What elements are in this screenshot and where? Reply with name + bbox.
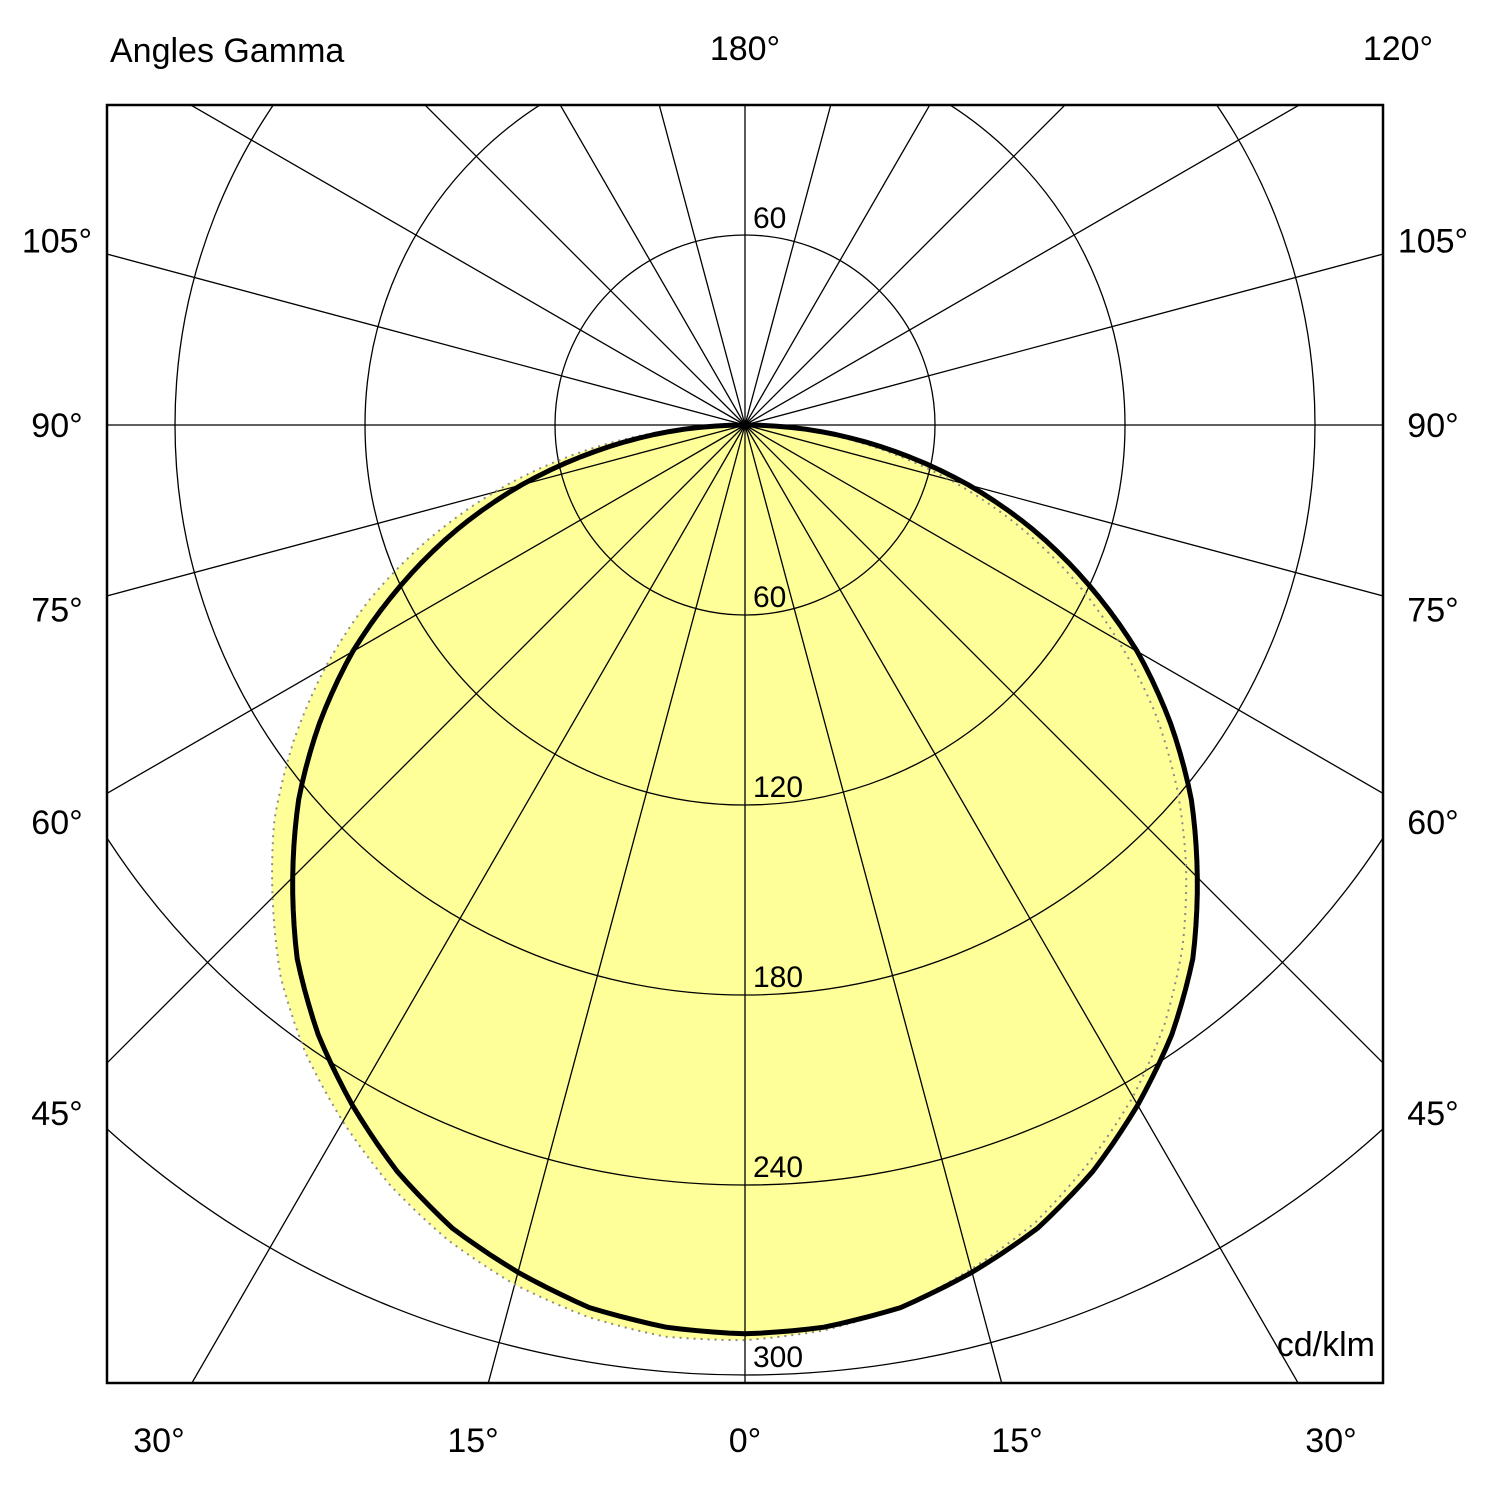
radial-tick-label: 180 (753, 961, 803, 994)
angular-grid-ray (191, 424, 746, 1383)
radial-tick-label: 60 (753, 581, 786, 614)
dotted-intensity-curve (271, 424, 1188, 1342)
radial-tick-label: 240 (753, 1151, 803, 1184)
angular-grid-ray (744, 424, 1383, 597)
gamma-axis-label: 15° (991, 1422, 1042, 1460)
radial-tick-label: 300 (753, 1341, 803, 1374)
angular-grid-ray (487, 424, 746, 1383)
gamma-axis-label: 105° (1398, 223, 1468, 261)
angular-grid-ray (744, 105, 931, 426)
angular-grid-ray (107, 424, 746, 1064)
gamma-axis-label: 120° (1363, 30, 1433, 68)
radial-tick-label: 120 (753, 771, 803, 804)
gamma-axis-label: 75° (31, 591, 82, 629)
units-label: cd/klm (1276, 1326, 1375, 1364)
angular-grid-ray (744, 105, 1301, 426)
gamma-axis-label: 45° (31, 1095, 82, 1133)
gamma-axis-label: 105° (22, 223, 92, 261)
angular-grid-ray (744, 105, 1066, 426)
radial-tick-label: 60 (753, 202, 786, 235)
gamma-axis-label: 0° (729, 1422, 762, 1460)
intensity-fill (272, 425, 1187, 1341)
gamma-axis-label: 45° (1407, 1095, 1458, 1133)
gamma-axis-label: 60° (31, 804, 82, 842)
angular-grid-ray (744, 424, 1003, 1383)
gamma-axis-label: 60° (1407, 804, 1458, 842)
gamma-axis-label: 75° (1407, 591, 1458, 629)
angular-grid-ray (744, 105, 832, 426)
plot-frame (105, 103, 1385, 1385)
angular-grid-ray (107, 253, 746, 426)
angular-grid-ray (744, 424, 1383, 795)
angular-grid-ray (189, 105, 746, 426)
gamma-axis-label: 30° (133, 1422, 184, 1460)
angular-grid-ray (107, 424, 746, 597)
angular-grid-ray (744, 424, 1383, 1064)
chart-title: Angles Gamma (110, 32, 345, 70)
angular-grid-ray (744, 253, 1383, 426)
angular-grid-ray (424, 105, 746, 426)
angular-grid-ray (107, 424, 746, 795)
gamma-axis-label: 180° (710, 30, 780, 68)
angular-grid-ray (559, 105, 746, 426)
angular-grid-ray (744, 424, 1299, 1383)
angular-grid-ray (658, 105, 746, 426)
gamma-axis-label: 15° (447, 1422, 498, 1460)
gamma-axis-label: 30° (1305, 1422, 1356, 1460)
gamma-axis-label: 90° (1407, 407, 1458, 445)
gamma-axis-label: 90° (31, 407, 82, 445)
solid-intensity-curve (290, 422, 1200, 1337)
